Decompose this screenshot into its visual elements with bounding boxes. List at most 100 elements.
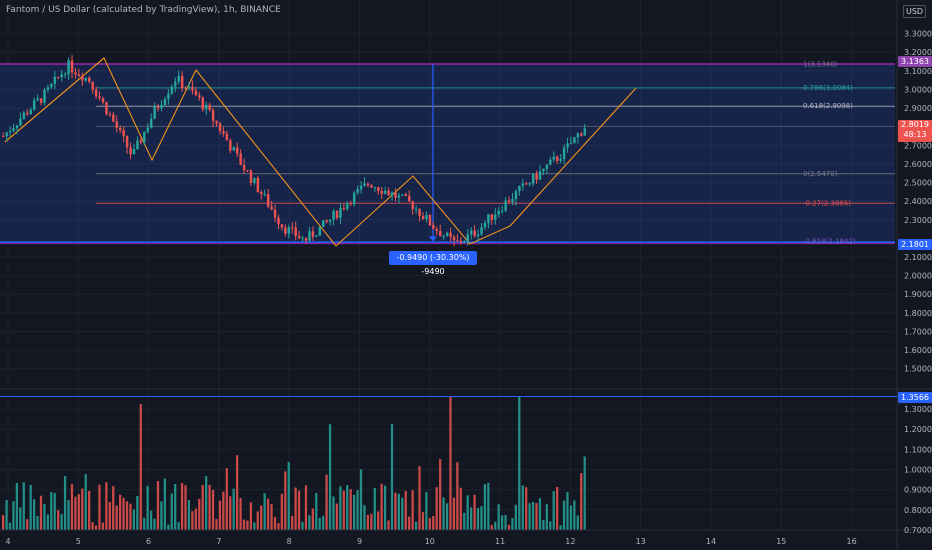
volume-bar <box>156 481 160 530</box>
volume-bar <box>153 518 156 530</box>
volume-bar <box>5 499 8 530</box>
volume-bar <box>315 492 318 530</box>
volume-bar <box>335 503 339 530</box>
bottom-level-tag: 2.1801 <box>898 239 932 250</box>
price-tick-label: 3.2000 <box>904 48 932 57</box>
volume-bar <box>253 522 256 530</box>
candle-body <box>528 183 531 185</box>
candle-body <box>452 236 456 241</box>
volume-bar <box>562 500 566 530</box>
candle-body <box>263 194 266 196</box>
candle-body <box>5 132 8 137</box>
volume-bar <box>256 511 259 530</box>
candle-body <box>353 192 356 205</box>
candle-body <box>435 229 439 231</box>
volume-bar <box>12 501 15 530</box>
candle-body <box>149 118 153 128</box>
volume-bar <box>342 490 345 530</box>
candle-body <box>432 225 435 230</box>
candle-body <box>315 235 318 237</box>
currency-button[interactable]: USD <box>903 5 927 18</box>
candle-body <box>229 140 232 151</box>
volume-bar <box>377 511 380 530</box>
candle-body <box>408 196 411 202</box>
candle-body <box>12 128 15 132</box>
candle-body <box>2 135 5 137</box>
volume-bar <box>504 515 507 530</box>
candle-body <box>160 104 163 109</box>
candle-body <box>253 178 256 183</box>
volume-bar <box>346 485 349 530</box>
candle-body <box>346 202 349 209</box>
volume-bar <box>119 494 122 530</box>
volume-bar <box>559 525 562 530</box>
candle-body <box>328 219 332 222</box>
candle-body <box>32 100 36 110</box>
candle-body <box>70 60 74 73</box>
volume-bar <box>194 508 197 530</box>
time-tick-label: 10 <box>425 537 435 546</box>
time-tick-label: 9 <box>357 537 362 546</box>
volume-bar <box>580 473 583 530</box>
volume-bar <box>308 515 311 530</box>
candle-body <box>394 192 397 198</box>
volume-bar <box>507 524 511 530</box>
volume-bar <box>280 493 283 530</box>
fib-level-labels: 1(3.1340) 0.786(3.0084) 0.618(2.9098) 0(2.5… <box>803 60 856 245</box>
volume-bar <box>414 521 418 530</box>
volume-bar <box>43 503 46 530</box>
candle-body <box>239 153 242 165</box>
candle-body <box>325 220 328 222</box>
candle-body <box>156 106 160 109</box>
volume-bar <box>531 501 535 530</box>
candle-body <box>459 240 463 243</box>
price-candles <box>2 55 586 247</box>
volume-bar <box>273 517 277 530</box>
candle-body <box>46 87 50 90</box>
candle-body <box>542 168 545 172</box>
candle-body <box>311 231 315 237</box>
candle-body <box>566 143 569 148</box>
candle-body <box>535 173 538 180</box>
volume-tick-label: 1.1000 <box>904 445 932 454</box>
price-tick-label: 1.7000 <box>904 327 932 336</box>
candle-body <box>363 183 366 186</box>
volume-bar <box>494 521 497 530</box>
candle-body <box>322 220 325 227</box>
candle-body <box>449 232 452 237</box>
candle-body <box>497 210 500 215</box>
volume-bar <box>318 517 321 530</box>
volume-bar <box>401 497 404 530</box>
volume-bar <box>218 500 222 530</box>
candle-body <box>50 83 53 88</box>
candle-body <box>445 232 449 236</box>
candle-body <box>98 96 101 99</box>
candle-body <box>129 147 132 155</box>
volume-bar <box>397 493 400 530</box>
price-tick-label: 3.1000 <box>904 67 932 76</box>
volume-bar <box>452 497 456 530</box>
candle-body <box>373 187 377 189</box>
time-tick-label: 8 <box>287 537 292 546</box>
volume-bar <box>184 485 187 530</box>
volume-bar <box>29 484 32 530</box>
candle-body <box>277 217 280 225</box>
volume-bar <box>67 499 70 530</box>
volume-bar <box>466 495 469 530</box>
volume-bar <box>88 490 91 530</box>
volume-bar <box>556 486 559 530</box>
volume-bar <box>57 510 60 530</box>
volume-tick-label: 0.8000 <box>904 506 932 515</box>
volume-bar <box>167 524 170 530</box>
candle-body <box>297 236 301 239</box>
time-tick-label: 12 <box>565 537 575 546</box>
volume-bar <box>514 504 517 530</box>
candle-body <box>22 112 26 119</box>
volume-bar <box>284 471 287 530</box>
candle-body <box>425 214 428 220</box>
volume-bar <box>518 397 521 530</box>
candle-body <box>201 97 205 110</box>
fib-label: 0.786(3.0084) <box>803 84 853 92</box>
